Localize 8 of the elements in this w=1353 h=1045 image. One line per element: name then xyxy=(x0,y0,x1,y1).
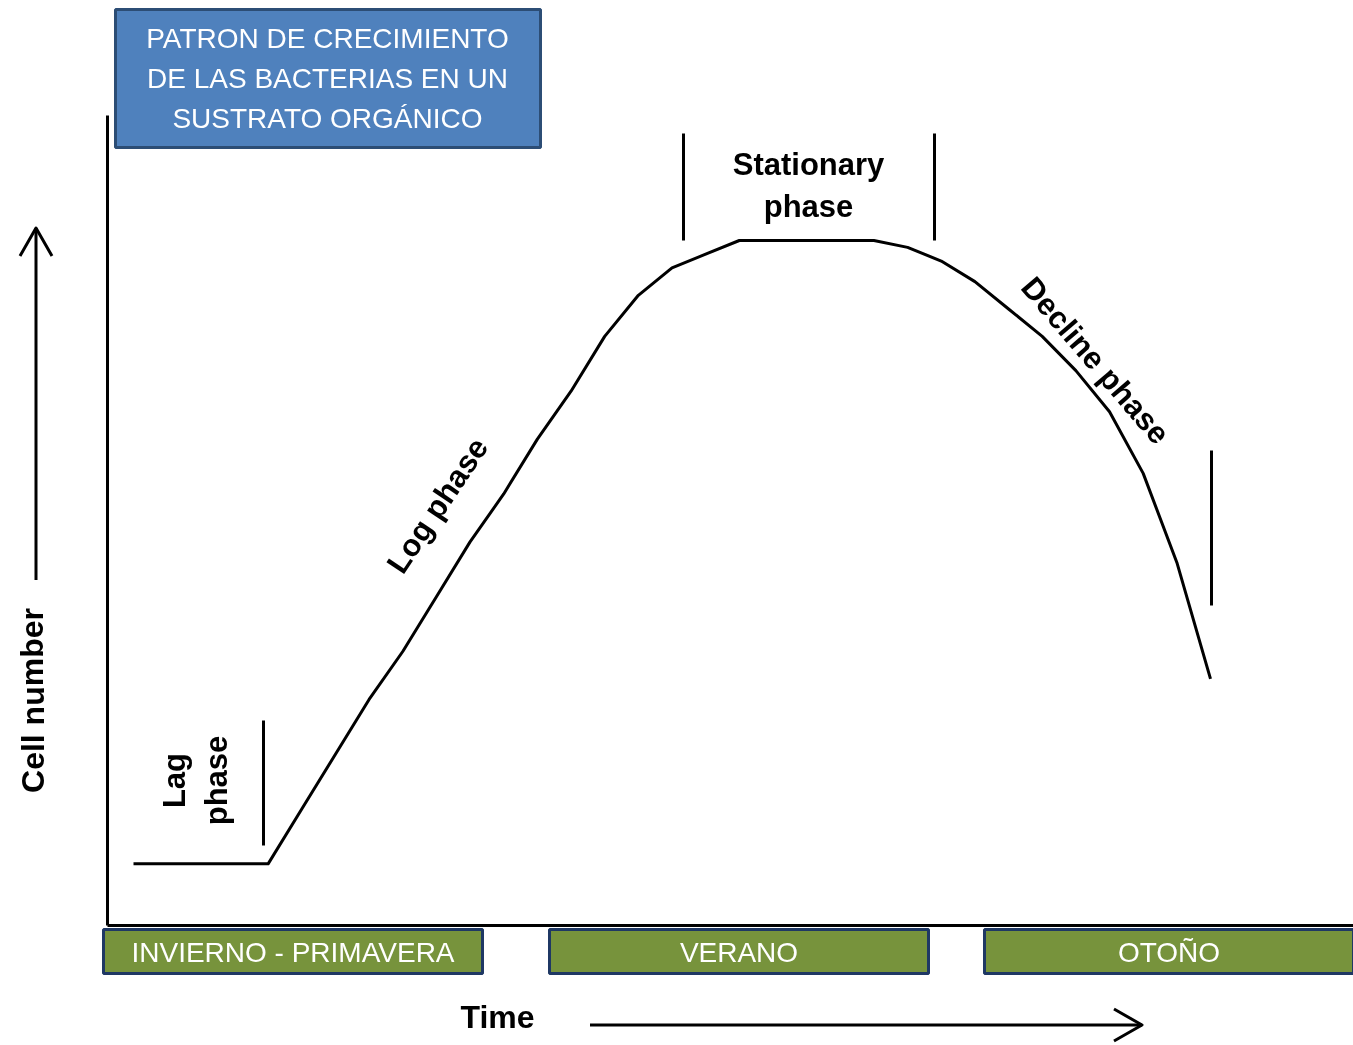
text: Stationary phase xyxy=(732,147,886,224)
text: VERANO xyxy=(679,937,799,968)
annotation: Lag phase xyxy=(157,735,234,826)
chart-title: PATRON DE CRECIMIENTO DE LAS BACTERIAS EN UN SUSTRATO ORGÁNICO xyxy=(146,22,509,135)
text: INVIERNO - PRIMAVERA xyxy=(131,937,455,968)
x-axis-title: Time xyxy=(460,998,535,1035)
y-axis-title: Cell number xyxy=(14,608,51,793)
text: OTOÑO xyxy=(1117,937,1221,968)
